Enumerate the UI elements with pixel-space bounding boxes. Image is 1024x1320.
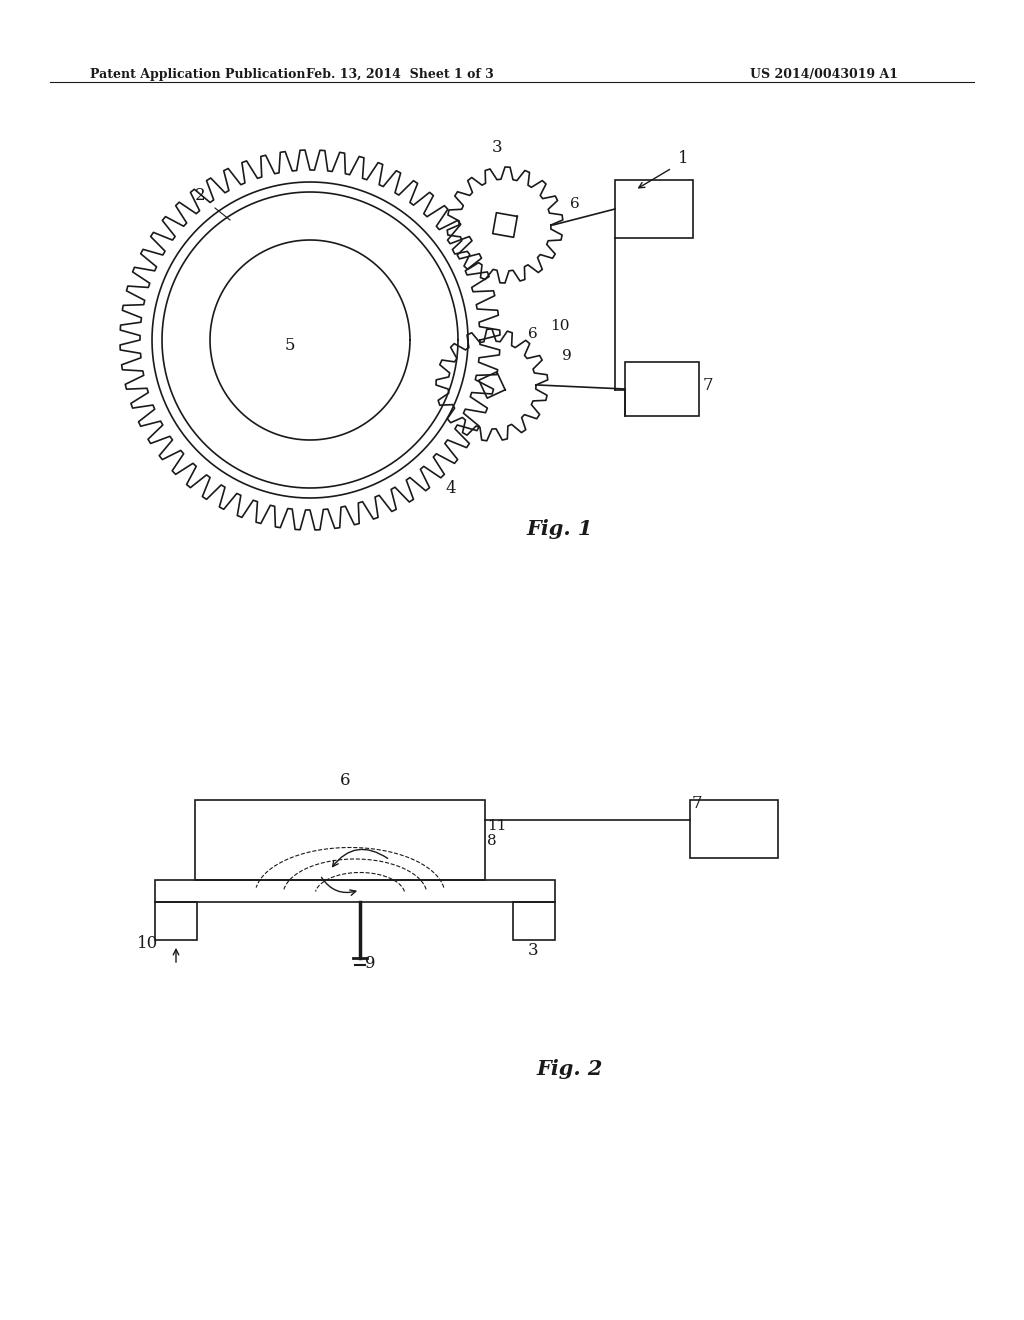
Text: 6: 6 <box>340 772 350 789</box>
Text: 9: 9 <box>562 348 571 363</box>
Text: 1: 1 <box>678 150 688 168</box>
Text: 11: 11 <box>487 818 507 833</box>
Text: Feb. 13, 2014  Sheet 1 of 3: Feb. 13, 2014 Sheet 1 of 3 <box>306 69 494 81</box>
Text: Fig. 1: Fig. 1 <box>526 519 593 539</box>
Text: 9: 9 <box>365 954 376 972</box>
Text: 5: 5 <box>285 337 296 354</box>
Text: 4: 4 <box>445 480 456 498</box>
Text: 7: 7 <box>703 376 714 393</box>
Bar <box>690 800 778 858</box>
Text: 3: 3 <box>492 139 503 156</box>
Text: US 2014/0043019 A1: US 2014/0043019 A1 <box>750 69 898 81</box>
Text: Fig. 2: Fig. 2 <box>537 1059 603 1078</box>
Bar <box>195 800 485 880</box>
Bar <box>615 180 693 238</box>
Text: 8: 8 <box>487 834 497 847</box>
Bar <box>513 902 555 940</box>
Text: 6: 6 <box>528 327 538 341</box>
Text: Patent Application Publication: Patent Application Publication <box>90 69 305 81</box>
Text: 2: 2 <box>195 187 206 205</box>
Text: 10: 10 <box>137 935 159 952</box>
Bar <box>625 362 699 416</box>
Text: 7: 7 <box>692 795 702 812</box>
Bar <box>155 902 197 940</box>
Text: 6: 6 <box>570 197 580 211</box>
Text: 10: 10 <box>550 319 569 333</box>
Bar <box>155 880 555 902</box>
Text: 3: 3 <box>528 942 539 960</box>
